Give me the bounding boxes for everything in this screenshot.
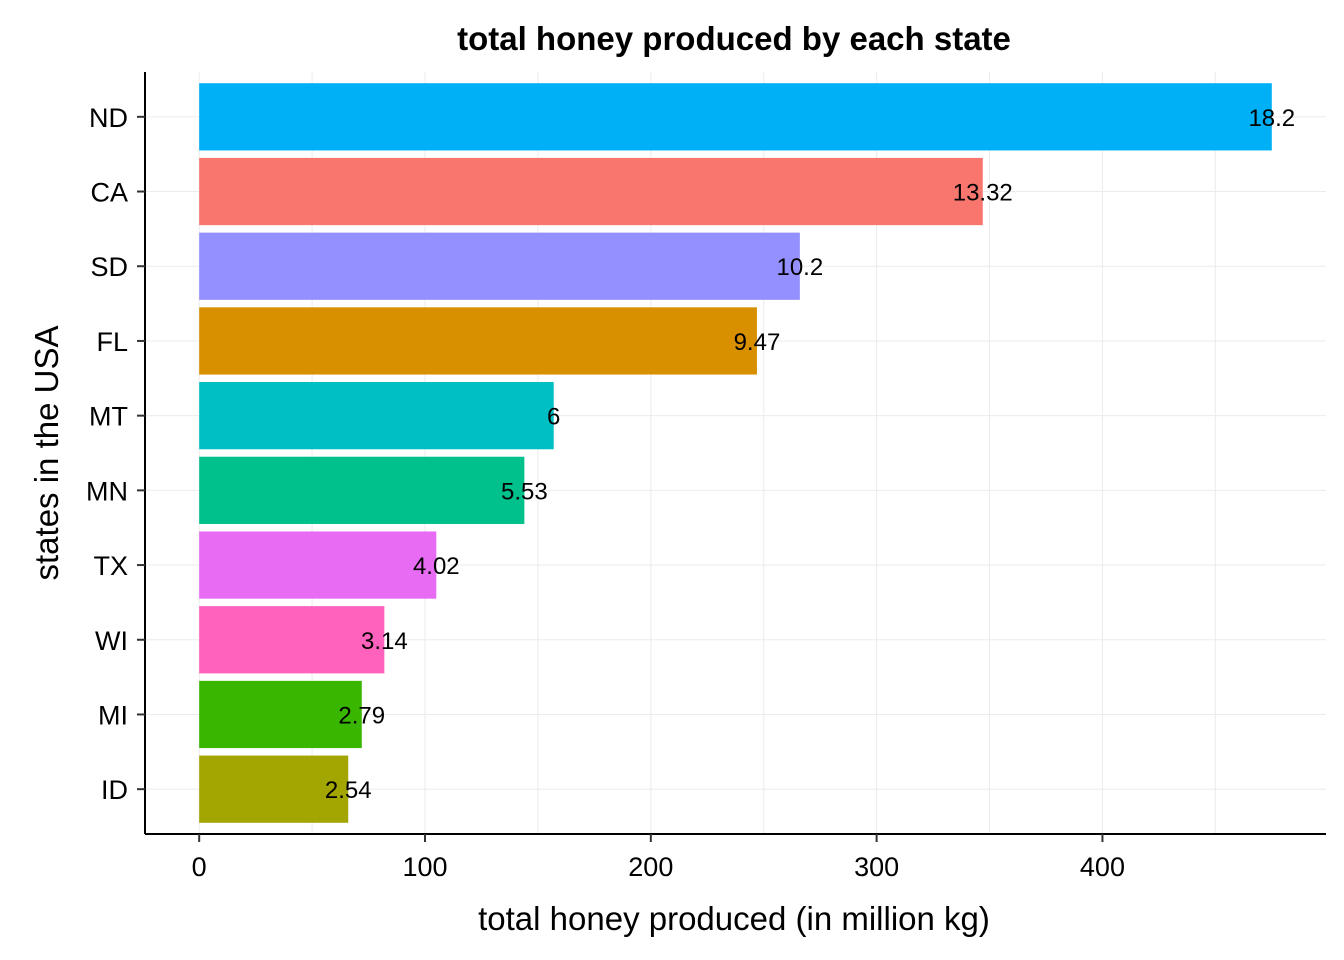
bar-fl: [199, 307, 757, 375]
x-tick-label-100: 100: [402, 852, 447, 882]
y-axis-ticks: ND CA SD FL MT MN TX WI MI ID: [86, 103, 145, 805]
bars: [199, 83, 1272, 823]
y-axis-title: states in the USA: [28, 326, 65, 581]
data-label-ca: 13.32: [953, 180, 1013, 207]
y-tick-label-id: ID: [101, 775, 128, 805]
x-axis-title: total honey produced (in million kg): [478, 900, 990, 937]
data-label-fl: 9.47: [734, 329, 781, 356]
x-tick-label-400: 400: [1080, 852, 1125, 882]
y-tick-label-mt: MT: [89, 402, 128, 432]
chart-title: total honey produced by each state: [457, 20, 1011, 57]
data-label-mn: 5.53: [501, 478, 548, 505]
bar-mt: [199, 382, 554, 450]
bar-id: [199, 755, 349, 823]
bar-tx: [199, 531, 437, 599]
bar-sd: [199, 232, 800, 300]
y-tick-label-sd: SD: [90, 252, 128, 282]
y-tick-label-mi: MI: [98, 700, 128, 730]
y-tick-label-tx: TX: [93, 551, 128, 581]
bar-ca: [199, 157, 983, 226]
y-tick-label-mn: MN: [86, 476, 128, 506]
data-labels: 18.2 13.32 10.2 9.47 6 5.53 4.02 3.14 2.79 2.54: [325, 105, 1295, 804]
data-label-nd: 18.2: [1248, 105, 1295, 132]
y-tick-label-wi: WI: [95, 626, 128, 656]
x-tick-label-0: 0: [192, 852, 207, 882]
x-tick-label-300: 300: [854, 852, 899, 882]
bar-mi: [199, 680, 362, 749]
data-label-sd: 10.2: [776, 254, 823, 281]
data-label-id: 2.54: [325, 777, 372, 804]
data-label-wi: 3.14: [361, 628, 408, 655]
y-tick-label-ca: CA: [90, 178, 128, 208]
axes: [144, 72, 1326, 835]
y-tick-label-nd: ND: [89, 103, 128, 133]
x-tick-label-200: 200: [628, 852, 673, 882]
bar-mn: [199, 456, 525, 524]
x-axis-ticks: 0 100 200 300 400: [192, 834, 1125, 882]
data-label-tx: 4.02: [413, 553, 460, 580]
data-label-mi: 2.79: [338, 702, 385, 729]
data-label-mt: 6: [547, 404, 560, 431]
bar-nd: [199, 83, 1272, 151]
bar-wi: [199, 606, 385, 674]
y-tick-label-fl: FL: [96, 327, 128, 357]
